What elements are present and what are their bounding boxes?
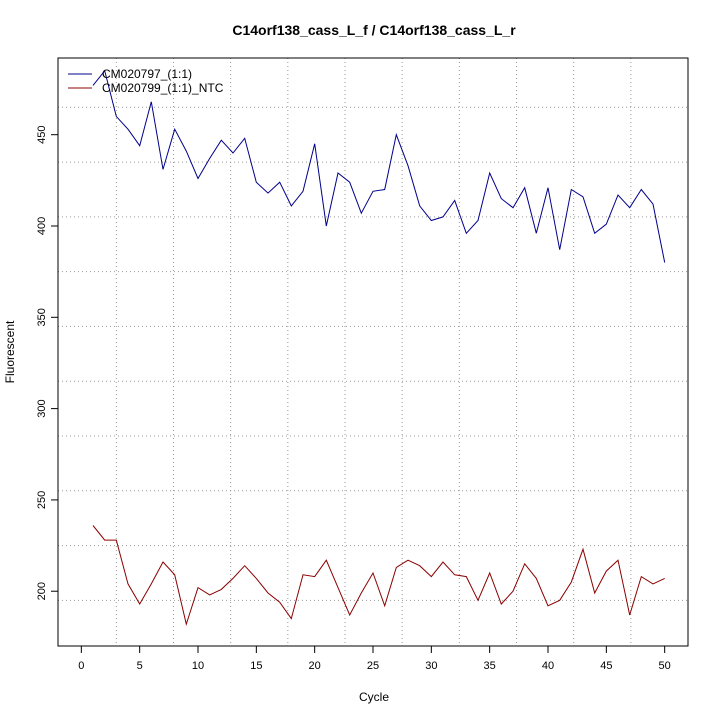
x-tick-label: 20 [309,660,321,672]
x-tick-label: 5 [137,660,143,672]
plot-frame [57,57,689,647]
y-tick-label: 450 [36,126,48,144]
chart-title: C14orf138_cass_L_f / C14orf138_cass_L_r [232,22,516,38]
x-tick-label: 30 [425,660,437,672]
legend: CM020797_(1:1)CM020799_(1:1)_NTC [68,67,224,95]
y-tick-label: 350 [36,308,48,326]
y-tick-label: 250 [36,491,48,509]
x-axis: 0 5 10 15 20 25 30 35 40 45 50 [78,645,671,672]
x-tick-label: 35 [484,660,496,672]
x-tick-label: 45 [600,660,612,672]
y-tick-label: 300 [36,399,48,417]
series-layer [92,69,666,626]
x-axis-label: Cycle [359,690,389,704]
x-tick-label: 25 [367,660,379,672]
x-tick-label: 40 [542,660,554,672]
legend-label-2: CM020799_(1:1)_NTC [102,81,224,95]
series-line-2 [92,525,665,626]
legend-label-1: CM020797_(1:1) [102,67,192,81]
series-line-1 [92,69,666,263]
y-axis: 200 250 300 350 400 450 [36,126,59,600]
grid [58,58,688,646]
y-tick-label: 400 [36,217,48,235]
x-tick-label: 50 [659,660,671,672]
x-tick-label: 0 [78,660,84,672]
x-tick-label: 10 [192,660,204,672]
y-tick-label: 200 [36,582,48,600]
x-tick-label: 15 [250,660,262,672]
y-axis-label: Fluorescent [3,320,17,383]
